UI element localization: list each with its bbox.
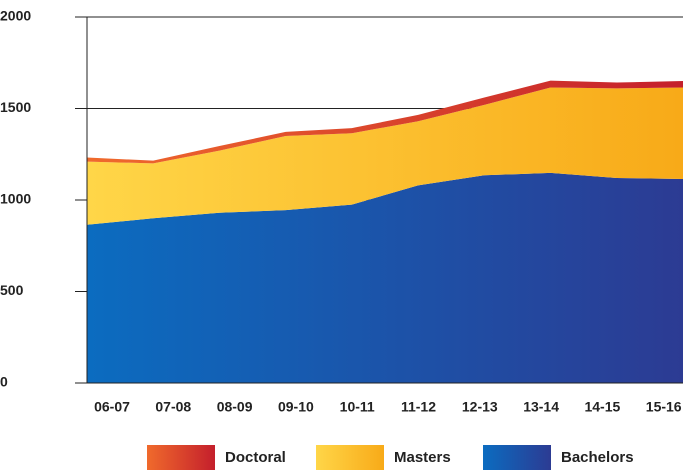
area bbox=[87, 87, 683, 225]
legend-label: Bachelors bbox=[561, 449, 634, 466]
x-tick-label: 06-07 bbox=[94, 399, 130, 415]
legend-swatch bbox=[147, 445, 215, 470]
area bbox=[87, 80, 683, 164]
y-tick-label: 2000 bbox=[0, 8, 31, 24]
area bbox=[87, 172, 683, 383]
y-tick-label: 1000 bbox=[0, 191, 31, 207]
x-tick-label: 10-11 bbox=[340, 399, 375, 415]
y-tick-label: 500 bbox=[0, 282, 24, 298]
y-tick-label: 1500 bbox=[0, 99, 31, 115]
x-tick-label: 08-09 bbox=[217, 399, 253, 415]
legend-swatch bbox=[483, 445, 551, 470]
x-tick-label: 11-12 bbox=[401, 399, 436, 415]
legend-label: Masters bbox=[394, 449, 451, 466]
y-tick-label: 0 bbox=[0, 374, 8, 390]
x-tick-label: 15-16 bbox=[646, 399, 682, 415]
x-tick-label: 09-10 bbox=[278, 399, 314, 415]
x-tick-label: 14-15 bbox=[584, 399, 620, 415]
legend-label: Doctoral bbox=[225, 449, 286, 466]
legend-swatch bbox=[316, 445, 384, 470]
x-tick-label: 13-14 bbox=[523, 399, 559, 415]
x-tick-label: 07-08 bbox=[155, 399, 191, 415]
x-tick-label: 12-13 bbox=[462, 399, 498, 415]
